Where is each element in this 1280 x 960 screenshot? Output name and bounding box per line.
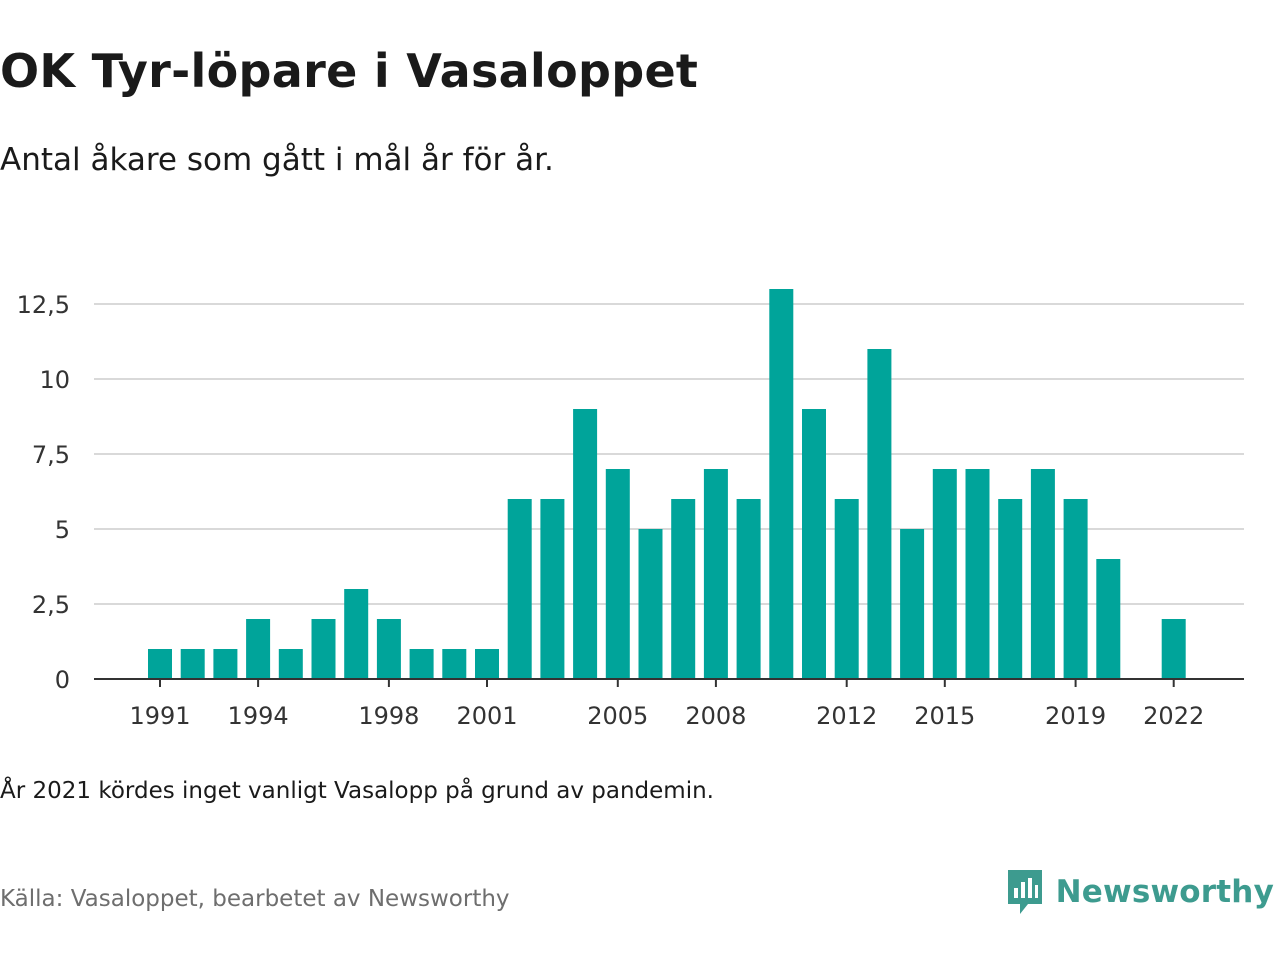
x-tick-label: 2005: [587, 702, 648, 730]
bar: [834, 499, 859, 679]
x-tick-label: 1991: [129, 702, 190, 730]
bar: [507, 499, 532, 679]
bar: [409, 649, 434, 679]
x-tick-label: 2001: [456, 702, 517, 730]
bar: [703, 469, 728, 679]
x-tick-label: 2015: [914, 702, 975, 730]
y-tick-label: 2,5: [32, 591, 70, 619]
bar: [1096, 559, 1121, 679]
bar-chart: 0 2,5 5 7,5 10 12,5 1991 1994 1998 2001 2005 2008 20…: [17, 289, 1244, 730]
x-tick-label: 2008: [685, 702, 746, 730]
x-tick-label: 2019: [1045, 702, 1106, 730]
bar: [246, 619, 271, 679]
bar: [965, 469, 990, 679]
axes: 0 2,5 5 7,5 10 12,5 1991 1994 1998 2001 2005 2008 20…: [17, 291, 1244, 730]
chart-subtitle: Antal åkare som gått i mål år för år.: [0, 142, 554, 178]
newsworthy-logo-icon: [1007, 870, 1042, 914]
bar: [376, 619, 401, 679]
bar: [605, 469, 630, 679]
y-tick-label: 0: [55, 666, 70, 694]
y-tick-label: 5: [55, 516, 70, 544]
bar: [1161, 619, 1186, 679]
bar: [867, 349, 892, 679]
x-tick-label: 2022: [1143, 702, 1204, 730]
bar: [802, 409, 826, 679]
x-tick-label: 1994: [228, 702, 289, 730]
bar: [638, 529, 663, 679]
bar: [573, 409, 598, 679]
bar: [998, 499, 1023, 679]
bar: [671, 499, 696, 679]
bar: [932, 469, 957, 679]
bar: [148, 649, 172, 679]
y-tick-label: 10: [39, 366, 70, 394]
bar: [540, 499, 565, 679]
bar: [213, 649, 238, 679]
bar: [1063, 499, 1088, 679]
bar: [180, 649, 205, 679]
bar: [475, 649, 499, 679]
bars: [148, 289, 1186, 679]
bar: [344, 589, 369, 679]
x-tick-label: 1998: [358, 702, 419, 730]
bar: [278, 649, 303, 679]
bar: [736, 499, 761, 679]
chart-note: År 2021 kördes inget vanligt Vasalopp på…: [0, 778, 714, 804]
y-tick-label: 7,5: [32, 441, 70, 469]
x-tick-label: 2012: [816, 702, 877, 730]
bar: [769, 289, 794, 679]
source-credit: Källa: Vasaloppet, bearbetet av Newswort…: [0, 886, 510, 912]
chart-title: OK Tyr-löpare i Vasaloppet: [0, 44, 699, 98]
bar: [442, 649, 467, 679]
bar: [1030, 469, 1055, 679]
bar: [311, 619, 336, 679]
y-tick-label: 12,5: [17, 291, 70, 319]
bar: [900, 529, 925, 679]
brand-name: Newsworthy: [1055, 874, 1274, 910]
brand-logo: Newsworthy: [1006, 868, 1274, 916]
